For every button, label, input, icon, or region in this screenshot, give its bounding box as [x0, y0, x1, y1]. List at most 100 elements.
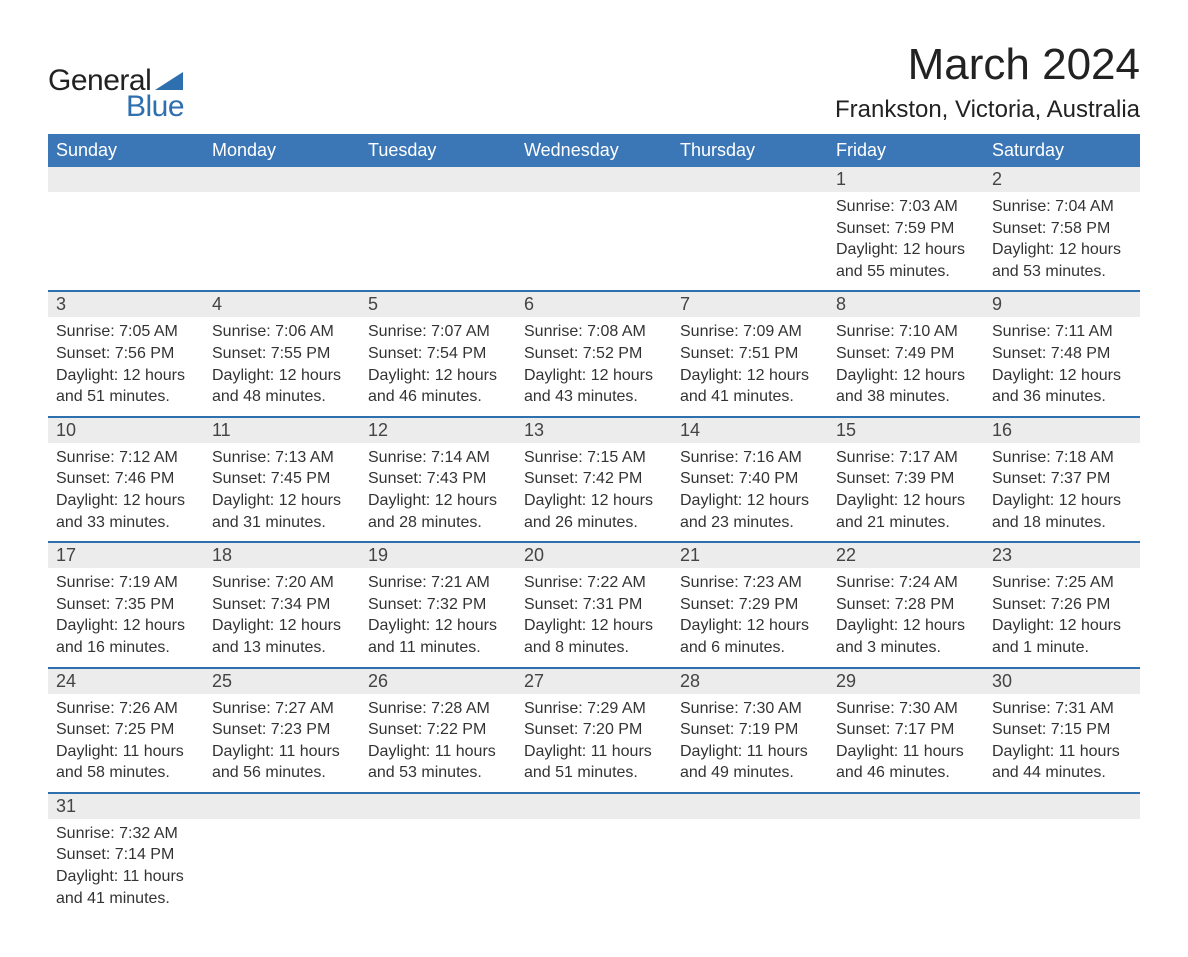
day-number-cell — [516, 167, 672, 192]
day-number-cell: 30 — [984, 668, 1140, 694]
day-sunset: Sunset: 7:59 PM — [836, 218, 976, 240]
day-daylight1: Daylight: 12 hours — [836, 615, 976, 637]
day-sunset: Sunset: 7:51 PM — [680, 343, 820, 365]
day-detail-cell: Sunrise: 7:14 AMSunset: 7:43 PMDaylight:… — [360, 443, 516, 542]
day-daylight2: and 51 minutes. — [524, 762, 664, 784]
day-detail-cell — [204, 192, 360, 291]
day-daylight2: and 18 minutes. — [992, 512, 1132, 534]
day-number-cell: 15 — [828, 417, 984, 443]
day-detail-cell: Sunrise: 7:21 AMSunset: 7:32 PMDaylight:… — [360, 568, 516, 667]
day-daylight1: Daylight: 11 hours — [836, 741, 976, 763]
day-detail-cell — [672, 192, 828, 291]
title-block: March 2024 Frankston, Victoria, Australi… — [835, 40, 1140, 124]
day-daylight2: and 16 minutes. — [56, 637, 196, 659]
day-sunset: Sunset: 7:37 PM — [992, 468, 1132, 490]
day-daylight2: and 46 minutes. — [368, 386, 508, 408]
day-daylight1: Daylight: 12 hours — [992, 490, 1132, 512]
day-number-cell: 13 — [516, 417, 672, 443]
month-title: March 2024 — [835, 40, 1140, 90]
day-sunrise: Sunrise: 7:24 AM — [836, 572, 976, 594]
day-sunrise: Sunrise: 7:15 AM — [524, 447, 664, 469]
day-daylight2: and 53 minutes. — [368, 762, 508, 784]
day-sunrise: Sunrise: 7:05 AM — [56, 321, 196, 343]
day-daylight1: Daylight: 12 hours — [212, 490, 352, 512]
day-number-cell — [516, 793, 672, 819]
day-number-cell: 20 — [516, 542, 672, 568]
day-sunrise: Sunrise: 7:22 AM — [524, 572, 664, 594]
day-detail-cell: Sunrise: 7:23 AMSunset: 7:29 PMDaylight:… — [672, 568, 828, 667]
day-sunset: Sunset: 7:26 PM — [992, 594, 1132, 616]
day-detail-cell — [516, 819, 672, 917]
day-daylight1: Daylight: 12 hours — [368, 615, 508, 637]
day-daylight2: and 33 minutes. — [56, 512, 196, 534]
day-detail-cell: Sunrise: 7:28 AMSunset: 7:22 PMDaylight:… — [360, 694, 516, 793]
day-detail-cell — [48, 192, 204, 291]
day-daylight2: and 28 minutes. — [368, 512, 508, 534]
day-detail-cell: Sunrise: 7:26 AMSunset: 7:25 PMDaylight:… — [48, 694, 204, 793]
day-sunset: Sunset: 7:22 PM — [368, 719, 508, 741]
day-number-cell: 1 — [828, 167, 984, 192]
day-daylight1: Daylight: 12 hours — [212, 615, 352, 637]
day-number-cell: 22 — [828, 542, 984, 568]
day-number-row: 3456789 — [48, 291, 1140, 317]
day-sunset: Sunset: 7:20 PM — [524, 719, 664, 741]
day-daylight2: and 11 minutes. — [368, 637, 508, 659]
day-number-cell: 3 — [48, 291, 204, 317]
day-number-cell: 26 — [360, 668, 516, 694]
weekday-header: Wednesday — [516, 134, 672, 167]
day-sunset: Sunset: 7:58 PM — [992, 218, 1132, 240]
weekday-header: Thursday — [672, 134, 828, 167]
day-number-cell: 5 — [360, 291, 516, 317]
day-sunset: Sunset: 7:54 PM — [368, 343, 508, 365]
day-number-cell: 19 — [360, 542, 516, 568]
day-daylight1: Daylight: 12 hours — [524, 615, 664, 637]
day-number-cell: 9 — [984, 291, 1140, 317]
day-daylight1: Daylight: 11 hours — [56, 866, 196, 888]
day-daylight2: and 38 minutes. — [836, 386, 976, 408]
day-sunset: Sunset: 7:46 PM — [56, 468, 196, 490]
weekday-header: Tuesday — [360, 134, 516, 167]
day-number-cell: 11 — [204, 417, 360, 443]
day-number-row: 10111213141516 — [48, 417, 1140, 443]
day-sunset: Sunset: 7:45 PM — [212, 468, 352, 490]
day-detail-row: Sunrise: 7:12 AMSunset: 7:46 PMDaylight:… — [48, 443, 1140, 542]
day-sunset: Sunset: 7:14 PM — [56, 844, 196, 866]
weekday-header: Monday — [204, 134, 360, 167]
day-daylight1: Daylight: 12 hours — [836, 490, 976, 512]
day-number-cell — [48, 167, 204, 192]
day-number-row: 31 — [48, 793, 1140, 819]
day-detail-row: Sunrise: 7:03 AMSunset: 7:59 PMDaylight:… — [48, 192, 1140, 291]
day-number-cell — [204, 793, 360, 819]
day-daylight2: and 49 minutes. — [680, 762, 820, 784]
day-number-cell — [204, 167, 360, 192]
logo-text-blue: Blue — [126, 90, 184, 124]
day-sunset: Sunset: 7:40 PM — [680, 468, 820, 490]
day-detail-cell: Sunrise: 7:32 AMSunset: 7:14 PMDaylight:… — [48, 819, 204, 917]
day-daylight1: Daylight: 11 hours — [524, 741, 664, 763]
logo: General Blue — [48, 40, 184, 124]
day-detail-row: Sunrise: 7:26 AMSunset: 7:25 PMDaylight:… — [48, 694, 1140, 793]
day-daylight1: Daylight: 12 hours — [56, 365, 196, 387]
day-sunrise: Sunrise: 7:10 AM — [836, 321, 976, 343]
day-number-cell — [828, 793, 984, 819]
day-number-cell: 16 — [984, 417, 1140, 443]
day-daylight2: and 13 minutes. — [212, 637, 352, 659]
day-daylight2: and 1 minute. — [992, 637, 1132, 659]
day-sunrise: Sunrise: 7:30 AM — [680, 698, 820, 720]
day-daylight1: Daylight: 12 hours — [524, 365, 664, 387]
day-detail-cell: Sunrise: 7:05 AMSunset: 7:56 PMDaylight:… — [48, 317, 204, 416]
day-daylight1: Daylight: 11 hours — [992, 741, 1132, 763]
day-number-cell — [984, 793, 1140, 819]
day-daylight1: Daylight: 12 hours — [368, 365, 508, 387]
day-detail-cell: Sunrise: 7:29 AMSunset: 7:20 PMDaylight:… — [516, 694, 672, 793]
day-sunrise: Sunrise: 7:25 AM — [992, 572, 1132, 594]
day-detail-cell — [984, 819, 1140, 917]
day-number-cell: 7 — [672, 291, 828, 317]
day-sunrise: Sunrise: 7:32 AM — [56, 823, 196, 845]
day-sunrise: Sunrise: 7:26 AM — [56, 698, 196, 720]
day-daylight2: and 6 minutes. — [680, 637, 820, 659]
day-detail-row: Sunrise: 7:19 AMSunset: 7:35 PMDaylight:… — [48, 568, 1140, 667]
day-detail-cell: Sunrise: 7:13 AMSunset: 7:45 PMDaylight:… — [204, 443, 360, 542]
day-sunset: Sunset: 7:39 PM — [836, 468, 976, 490]
day-sunset: Sunset: 7:56 PM — [56, 343, 196, 365]
